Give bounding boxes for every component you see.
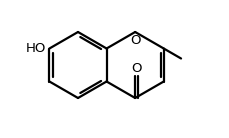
Text: O: O [129, 34, 140, 47]
Text: O: O [131, 62, 141, 75]
Text: HO: HO [26, 42, 46, 55]
